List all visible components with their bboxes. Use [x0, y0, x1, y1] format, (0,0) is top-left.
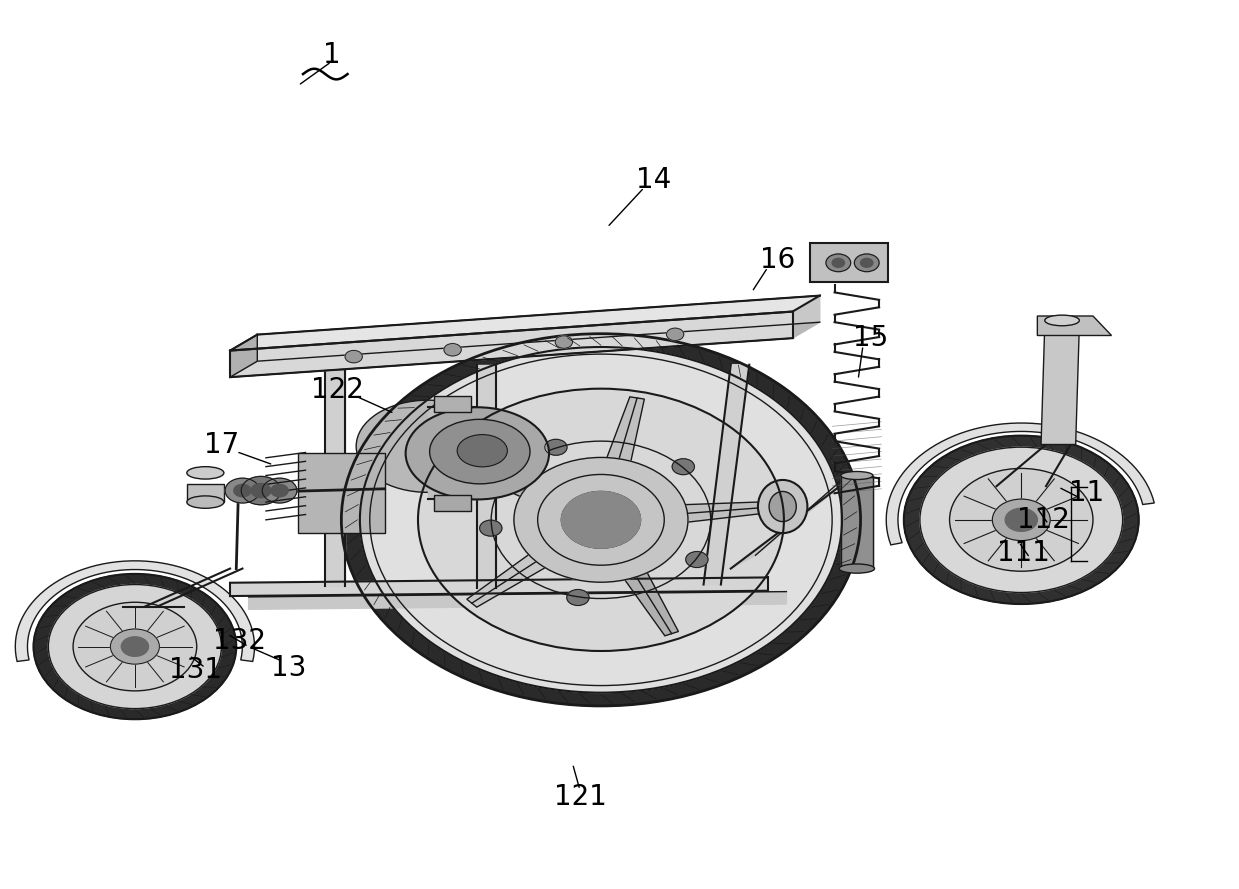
Polygon shape	[230, 311, 793, 377]
Circle shape	[418, 388, 784, 651]
Circle shape	[121, 637, 149, 656]
Ellipse shape	[457, 435, 508, 467]
Polygon shape	[595, 396, 644, 494]
Circle shape	[33, 574, 237, 719]
Circle shape	[672, 459, 694, 475]
Circle shape	[271, 485, 289, 497]
Circle shape	[667, 328, 684, 340]
Circle shape	[992, 499, 1051, 541]
Circle shape	[225, 478, 260, 503]
Polygon shape	[477, 364, 496, 588]
Polygon shape	[810, 244, 888, 283]
Ellipse shape	[356, 400, 499, 493]
Ellipse shape	[405, 407, 549, 500]
Polygon shape	[447, 453, 574, 515]
Circle shape	[73, 602, 197, 691]
Text: 111: 111	[997, 539, 1051, 566]
Circle shape	[1005, 509, 1037, 532]
Text: 14: 14	[637, 166, 672, 195]
Polygon shape	[249, 591, 787, 609]
Circle shape	[234, 485, 252, 497]
Ellipse shape	[187, 467, 224, 479]
Ellipse shape	[430, 420, 530, 484]
Polygon shape	[427, 407, 477, 500]
Polygon shape	[230, 334, 258, 377]
Circle shape	[561, 492, 641, 549]
Polygon shape	[886, 423, 1155, 545]
Text: 1: 1	[322, 41, 341, 68]
Ellipse shape	[841, 471, 873, 479]
Ellipse shape	[758, 480, 808, 533]
Ellipse shape	[839, 564, 875, 573]
Polygon shape	[841, 476, 873, 569]
Polygon shape	[639, 501, 774, 527]
Polygon shape	[1041, 324, 1079, 444]
Text: 13: 13	[270, 653, 306, 682]
Polygon shape	[15, 561, 254, 661]
Circle shape	[919, 447, 1123, 592]
Circle shape	[444, 343, 461, 356]
Polygon shape	[230, 578, 768, 596]
Circle shape	[263, 478, 297, 503]
Polygon shape	[230, 322, 820, 377]
Circle shape	[242, 477, 281, 505]
Circle shape	[342, 333, 861, 706]
Text: 121: 121	[554, 783, 606, 812]
Polygon shape	[704, 364, 750, 585]
Circle shape	[479, 520, 502, 536]
Polygon shape	[467, 531, 581, 607]
Circle shape	[514, 458, 688, 582]
Circle shape	[48, 585, 222, 709]
Circle shape	[903, 436, 1139, 604]
Ellipse shape	[769, 492, 797, 522]
Circle shape	[344, 350, 362, 363]
Text: 15: 15	[852, 324, 888, 352]
Text: 16: 16	[760, 246, 795, 274]
Polygon shape	[299, 453, 384, 533]
Circle shape	[855, 254, 880, 272]
Polygon shape	[434, 396, 471, 412]
Circle shape	[949, 469, 1093, 572]
Polygon shape	[258, 296, 820, 361]
Polygon shape	[230, 296, 820, 350]
Ellipse shape	[187, 496, 224, 509]
Text: 11: 11	[1069, 479, 1104, 508]
Polygon shape	[187, 485, 224, 502]
Ellipse shape	[1044, 315, 1079, 325]
Polygon shape	[603, 541, 679, 636]
Polygon shape	[434, 495, 471, 511]
Text: 122: 122	[311, 375, 364, 404]
Circle shape	[833, 259, 845, 268]
Text: 112: 112	[1017, 506, 1070, 533]
Text: 17: 17	[203, 430, 239, 459]
Text: 131: 131	[169, 656, 222, 685]
Polygon shape	[731, 480, 849, 569]
Circle shape	[861, 259, 873, 268]
Polygon shape	[1037, 316, 1111, 335]
Polygon shape	[326, 369, 344, 587]
Circle shape	[545, 439, 567, 455]
Circle shape	[359, 347, 843, 693]
Circle shape	[555, 336, 572, 348]
Circle shape	[252, 484, 271, 498]
Circle shape	[566, 589, 589, 605]
Circle shape	[826, 254, 851, 272]
Text: 132: 132	[213, 628, 266, 655]
Circle shape	[685, 551, 707, 567]
Circle shape	[110, 629, 160, 664]
